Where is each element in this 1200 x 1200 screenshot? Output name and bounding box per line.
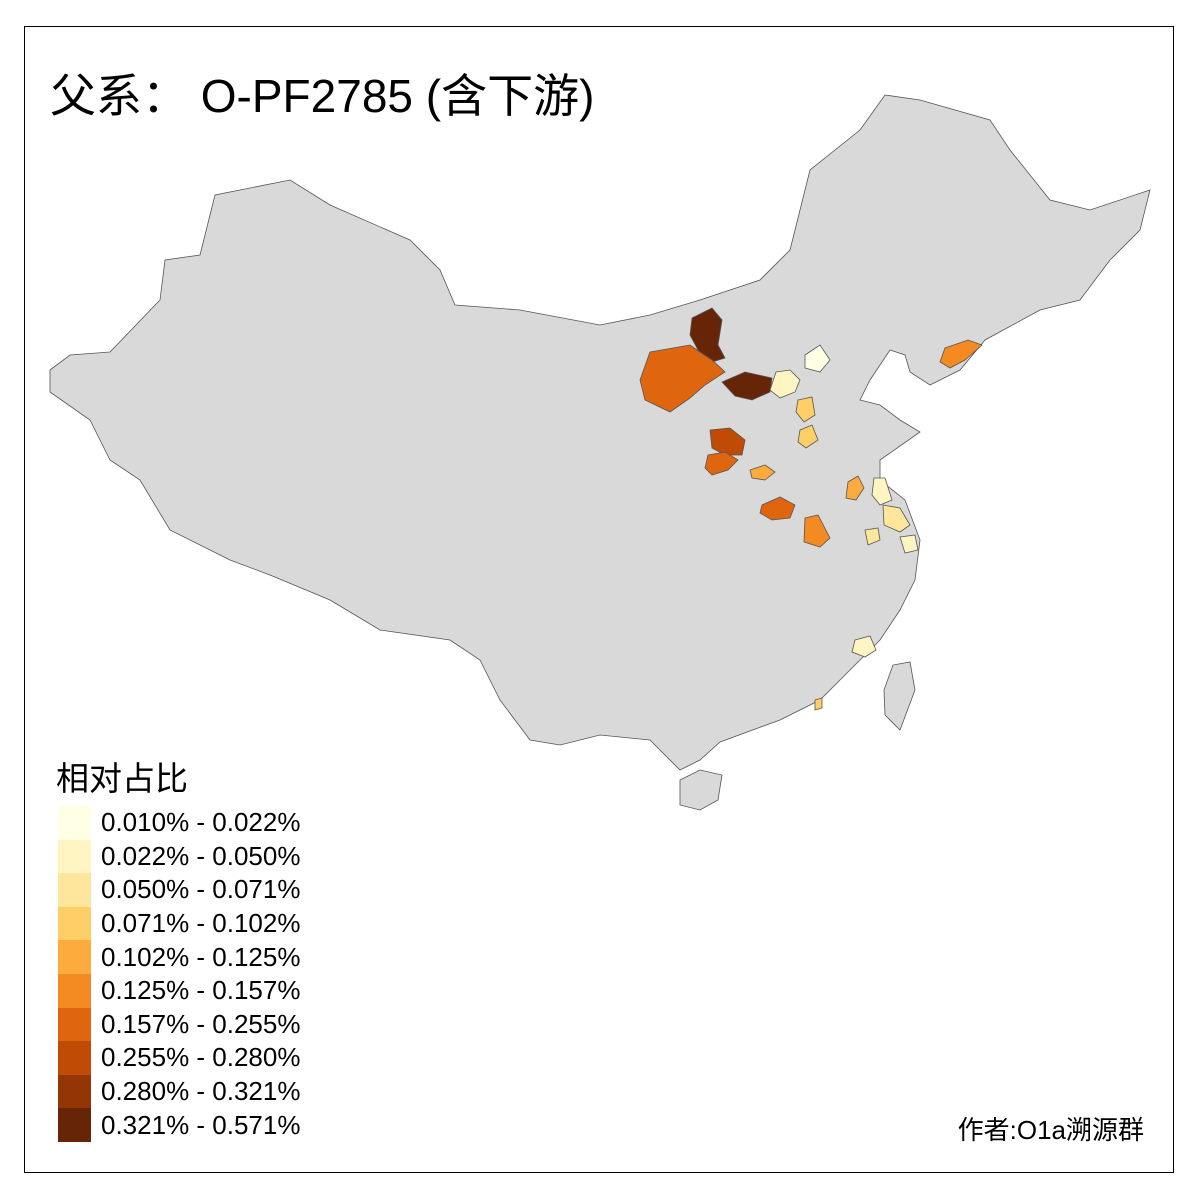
legend-swatch xyxy=(58,873,91,907)
region-class-7 xyxy=(704,451,739,476)
region-class-6 xyxy=(939,339,983,369)
legend: 0.010% - 0.022% 0.022% - 0.050% 0.050% - 0… xyxy=(58,806,300,1142)
legend-swatch xyxy=(58,1074,91,1109)
legend-swatch xyxy=(58,1108,91,1142)
legend-swatch xyxy=(58,839,91,874)
legend-label: 0.157% - 0.255% xyxy=(101,1008,301,1039)
region-class-2 xyxy=(851,635,877,658)
region-class-5 xyxy=(749,464,776,481)
region-class-3 xyxy=(864,527,881,546)
legend-item: 0.321% - 0.571% xyxy=(58,1108,300,1142)
region-class-7 xyxy=(759,496,796,521)
legend-label: 0.125% - 0.157% xyxy=(101,975,301,1006)
taiwan-island xyxy=(883,661,916,731)
legend-item: 0.125% - 0.157% xyxy=(58,973,301,1008)
legend-label: 0.102% - 0.125% xyxy=(101,941,301,972)
region-class-10 xyxy=(721,371,773,401)
legend-title: 相对占比 xyxy=(56,760,188,797)
legend-swatch xyxy=(58,1041,91,1075)
china-mainland xyxy=(49,94,1151,771)
region-class-4 xyxy=(814,697,823,711)
region-class-1 xyxy=(804,344,831,373)
region-class-2 xyxy=(769,369,801,399)
legend-swatch xyxy=(58,1007,91,1042)
region-class-7 xyxy=(639,344,726,413)
legend-item: 0.050% - 0.071% xyxy=(58,873,300,907)
legend-swatch xyxy=(58,973,91,1008)
legend-label: 0.280% - 0.321% xyxy=(101,1076,301,1107)
region-class-8 xyxy=(709,427,746,456)
legend-item: 0.010% - 0.022% xyxy=(58,806,300,840)
legend-swatch xyxy=(58,806,91,840)
region-class-2 xyxy=(871,477,893,506)
legend-swatch xyxy=(58,906,91,941)
map-title: 父系： O-PF2785 (含下游) xyxy=(50,70,595,122)
author-credit: 作者:O1a溯源群 xyxy=(957,1115,1144,1145)
region-class-3 xyxy=(882,504,911,533)
legend-label: 0.022% - 0.050% xyxy=(101,840,301,871)
legend-label: 0.321% - 0.571% xyxy=(101,1109,301,1140)
legend-label: 0.010% - 0.022% xyxy=(101,807,301,838)
legend-label: 0.071% - 0.102% xyxy=(101,908,301,939)
legend-item: 0.255% - 0.280% xyxy=(58,1041,300,1075)
legend-item: 0.102% - 0.125% xyxy=(58,940,300,974)
legend-swatch xyxy=(58,940,91,974)
region-class-6 xyxy=(803,514,831,548)
legend-item: 0.071% - 0.102% xyxy=(58,906,301,941)
region-class-5 xyxy=(845,475,865,501)
legend-item: 0.157% - 0.255% xyxy=(58,1007,301,1042)
region-class-10 xyxy=(689,307,726,363)
plot-frame xyxy=(24,26,1174,1173)
legend-label: 0.050% - 0.071% xyxy=(101,874,301,905)
legend-item: 0.022% - 0.050% xyxy=(58,839,301,874)
hainan-island xyxy=(679,769,723,811)
region-class-2 xyxy=(899,534,919,554)
legend-label: 0.255% - 0.280% xyxy=(101,1042,301,1073)
region-class-4 xyxy=(795,396,816,423)
region-class-4 xyxy=(797,424,819,449)
legend-item: 0.280% - 0.321% xyxy=(58,1074,301,1109)
